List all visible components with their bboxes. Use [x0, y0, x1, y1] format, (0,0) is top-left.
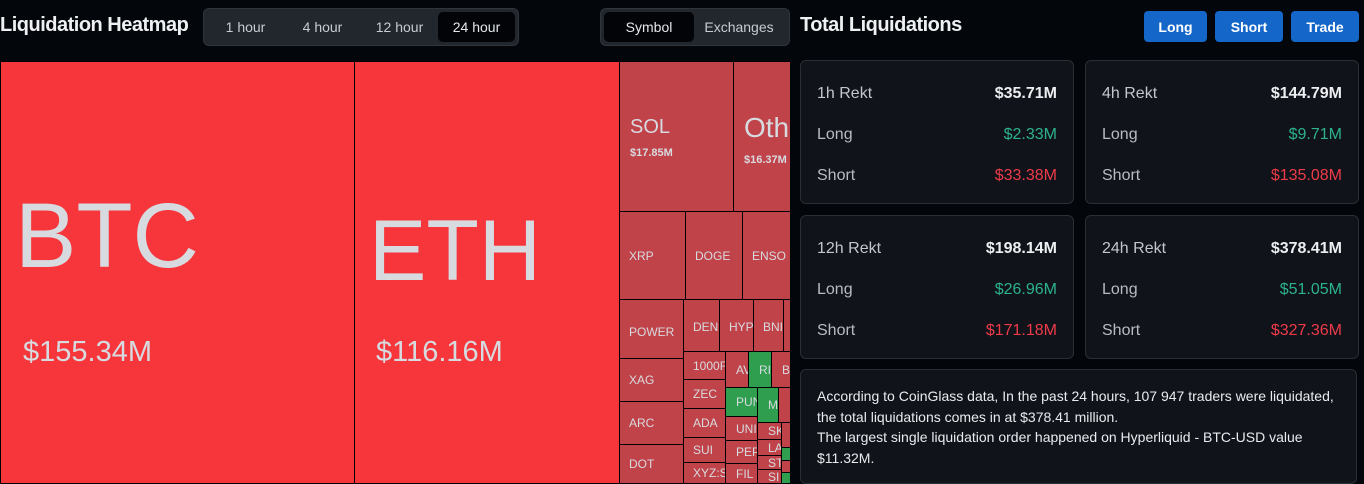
stat-card-4h: 4h Rekt $144.79M Long $9.71M Short $135.08M: [1085, 60, 1359, 204]
treemap-cell-pun[interactable]: PUN: [725, 387, 758, 417]
treemap-cell-av[interactable]: AV: [725, 351, 749, 388]
tab-symbol[interactable]: Symbol: [604, 12, 694, 42]
total-liquidations-title: Total Liquidations: [800, 14, 962, 36]
treemap-cell-la[interactable]: LA: [757, 439, 782, 456]
treemap-cell-power[interactable]: POWER: [619, 299, 684, 359]
treemap-cell-ada[interactable]: ADA: [683, 408, 726, 438]
view-selector: Symbol Exchanges: [600, 8, 790, 46]
long-value: $51.05M: [1279, 281, 1342, 298]
time-range-selector: 1 hour 4 hour 12 hour 24 hour: [203, 8, 519, 46]
tab-12-hour[interactable]: 12 hour: [375, 19, 424, 35]
trade-button[interactable]: Trade: [1291, 11, 1359, 42]
short-label: Short: [1102, 322, 1141, 339]
tab-4-hour[interactable]: 4 hour: [302, 19, 343, 35]
short-button[interactable]: Short: [1215, 11, 1283, 42]
stat-total: $144.79M: [1270, 85, 1342, 102]
long-label: Long: [817, 281, 853, 298]
long-value: $2.33M: [1003, 126, 1057, 143]
short-value: $171.18M: [985, 322, 1057, 339]
treemap-cell-eth[interactable]: ETH $116.16M: [354, 61, 620, 484]
heatmap-title: Liquidation Heatmap: [0, 14, 189, 36]
treemap-cell-zec[interactable]: ZEC: [683, 379, 726, 409]
stat-total: $198.14M: [985, 240, 1057, 257]
treemap-cell-st[interactable]: ST: [757, 455, 782, 470]
tab-exchanges[interactable]: Exchanges: [704, 19, 774, 35]
short-label: Short: [817, 167, 856, 184]
treemap-cell-btc[interactable]: BTC $155.34M: [0, 61, 355, 484]
treemap-cell-misc[interactable]: [783, 299, 790, 355]
long-label: Long: [1102, 281, 1138, 298]
stat-total: $378.41M: [1270, 240, 1342, 257]
treemap-cell-misc[interactable]: [778, 387, 790, 423]
stat-label: 1h Rekt: [817, 85, 873, 102]
treemap-cell-1000f[interactable]: 1000F: [683, 351, 726, 380]
treemap-cell-misc[interactable]: [781, 422, 790, 448]
stat-label: 4h Rekt: [1102, 85, 1158, 102]
long-label: Long: [817, 126, 853, 143]
treemap-cell-sk[interactable]: SK: [757, 422, 782, 440]
treemap-cell-b[interactable]: B: [771, 351, 790, 388]
treemap-cell-fil[interactable]: FIL: [725, 463, 758, 484]
summary-line-1: According to CoinGlass data, In the past…: [817, 388, 1334, 425]
treemap-cell-misc[interactable]: [781, 447, 790, 461]
treemap-cell-ri[interactable]: RI: [748, 351, 772, 388]
short-label: Short: [817, 322, 856, 339]
stat-total: $35.71M: [994, 85, 1057, 102]
treemap-cell-hyp[interactable]: HYP: [719, 299, 754, 355]
short-value: $135.08M: [1270, 167, 1342, 184]
treemap-cell-si[interactable]: SI: [757, 469, 782, 484]
treemap-cell-uni[interactable]: UNI: [725, 416, 758, 441]
stat-card-24h: 24h Rekt $378.41M Long $51.05M Short $327.3…: [1085, 215, 1359, 359]
summary-line-2: The largest single liquidation order hap…: [817, 429, 1303, 466]
short-value: $33.38M: [994, 167, 1057, 184]
treemap-cell-dot[interactable]: DOT: [619, 444, 684, 484]
treemap-cell-sui[interactable]: SUI: [683, 437, 726, 463]
stat-label: 24h Rekt: [1102, 240, 1167, 257]
treemap-cell-bnb[interactable]: BNI: [753, 299, 784, 355]
treemap-cell-misc[interactable]: [781, 472, 790, 484]
stat-card-1h: 1h Rekt $35.71M Long $2.33M Short $33.38M: [800, 60, 1074, 204]
treemap-cell-xyz[interactable]: XYZ:S: [683, 462, 726, 484]
treemap-cell-doge[interactable]: DOGE: [685, 211, 743, 300]
tab-24-hour[interactable]: 24 hour: [438, 12, 515, 42]
long-button[interactable]: Long: [1144, 11, 1207, 42]
stat-card-12h: 12h Rekt $198.14M Long $26.96M Short $171.1…: [800, 215, 1074, 359]
tab-1-hour[interactable]: 1 hour: [225, 19, 266, 35]
treemap-cell-m[interactable]: M: [757, 387, 779, 423]
treemap-cell-others[interactable]: Oth $16.37M: [733, 61, 790, 212]
liquidation-treemap: BTC $155.34M ETH $116.16M SOL $17.85M Ot…: [0, 61, 790, 484]
treemap-cell-arc[interactable]: ARC: [619, 401, 684, 445]
liquidation-summary: According to CoinGlass data, In the past…: [800, 369, 1357, 484]
stat-label: 12h Rekt: [817, 240, 882, 257]
short-label: Short: [1102, 167, 1141, 184]
long-value: $26.96M: [994, 281, 1057, 298]
treemap-cell-den[interactable]: DEN: [683, 299, 720, 355]
treemap-cell-xag[interactable]: XAG: [619, 358, 684, 402]
treemap-cell-sol[interactable]: SOL $17.85M: [619, 61, 734, 212]
treemap-cell-xrp[interactable]: XRP: [619, 211, 686, 300]
treemap-cell-enso[interactable]: ENSO: [742, 211, 790, 300]
short-value: $327.36M: [1270, 322, 1342, 339]
treemap-cell-pep[interactable]: PEP: [725, 440, 758, 464]
long-label: Long: [1102, 126, 1138, 143]
long-value: $9.71M: [1288, 126, 1342, 143]
